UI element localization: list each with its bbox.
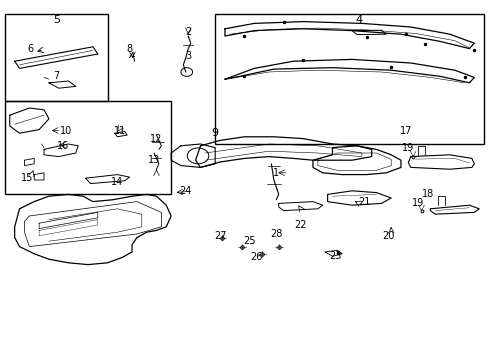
Text: 19: 19	[411, 198, 424, 208]
Text: 7: 7	[53, 71, 59, 81]
Text: 12: 12	[150, 134, 163, 144]
Text: 10: 10	[60, 126, 72, 136]
Bar	[5, 101, 171, 194]
Text: 3: 3	[185, 51, 191, 61]
Text: 15: 15	[20, 173, 33, 183]
Text: 5: 5	[53, 15, 60, 25]
Text: 17: 17	[399, 126, 411, 136]
Text: 27: 27	[213, 231, 226, 241]
Text: 6: 6	[27, 44, 33, 54]
Text: 18: 18	[421, 189, 433, 199]
Text: 14: 14	[111, 177, 123, 187]
Text: 26: 26	[250, 252, 263, 262]
Text: 13: 13	[147, 155, 160, 165]
Text: 21: 21	[357, 197, 370, 207]
Text: 20: 20	[382, 231, 394, 241]
Text: 2: 2	[185, 27, 191, 37]
Text: 24: 24	[179, 186, 192, 196]
Bar	[5, 14, 107, 101]
Text: 16: 16	[57, 141, 70, 151]
Text: 28: 28	[269, 229, 282, 239]
Text: 25: 25	[243, 236, 255, 246]
Bar	[215, 14, 483, 144]
Text: 9: 9	[211, 128, 218, 138]
Text: 23: 23	[328, 251, 341, 261]
Text: 22: 22	[294, 220, 306, 230]
Text: 19: 19	[401, 143, 414, 153]
Text: 1: 1	[273, 168, 279, 178]
Text: 4: 4	[355, 15, 362, 25]
Text: 11: 11	[113, 126, 126, 136]
Text: 8: 8	[126, 44, 132, 54]
